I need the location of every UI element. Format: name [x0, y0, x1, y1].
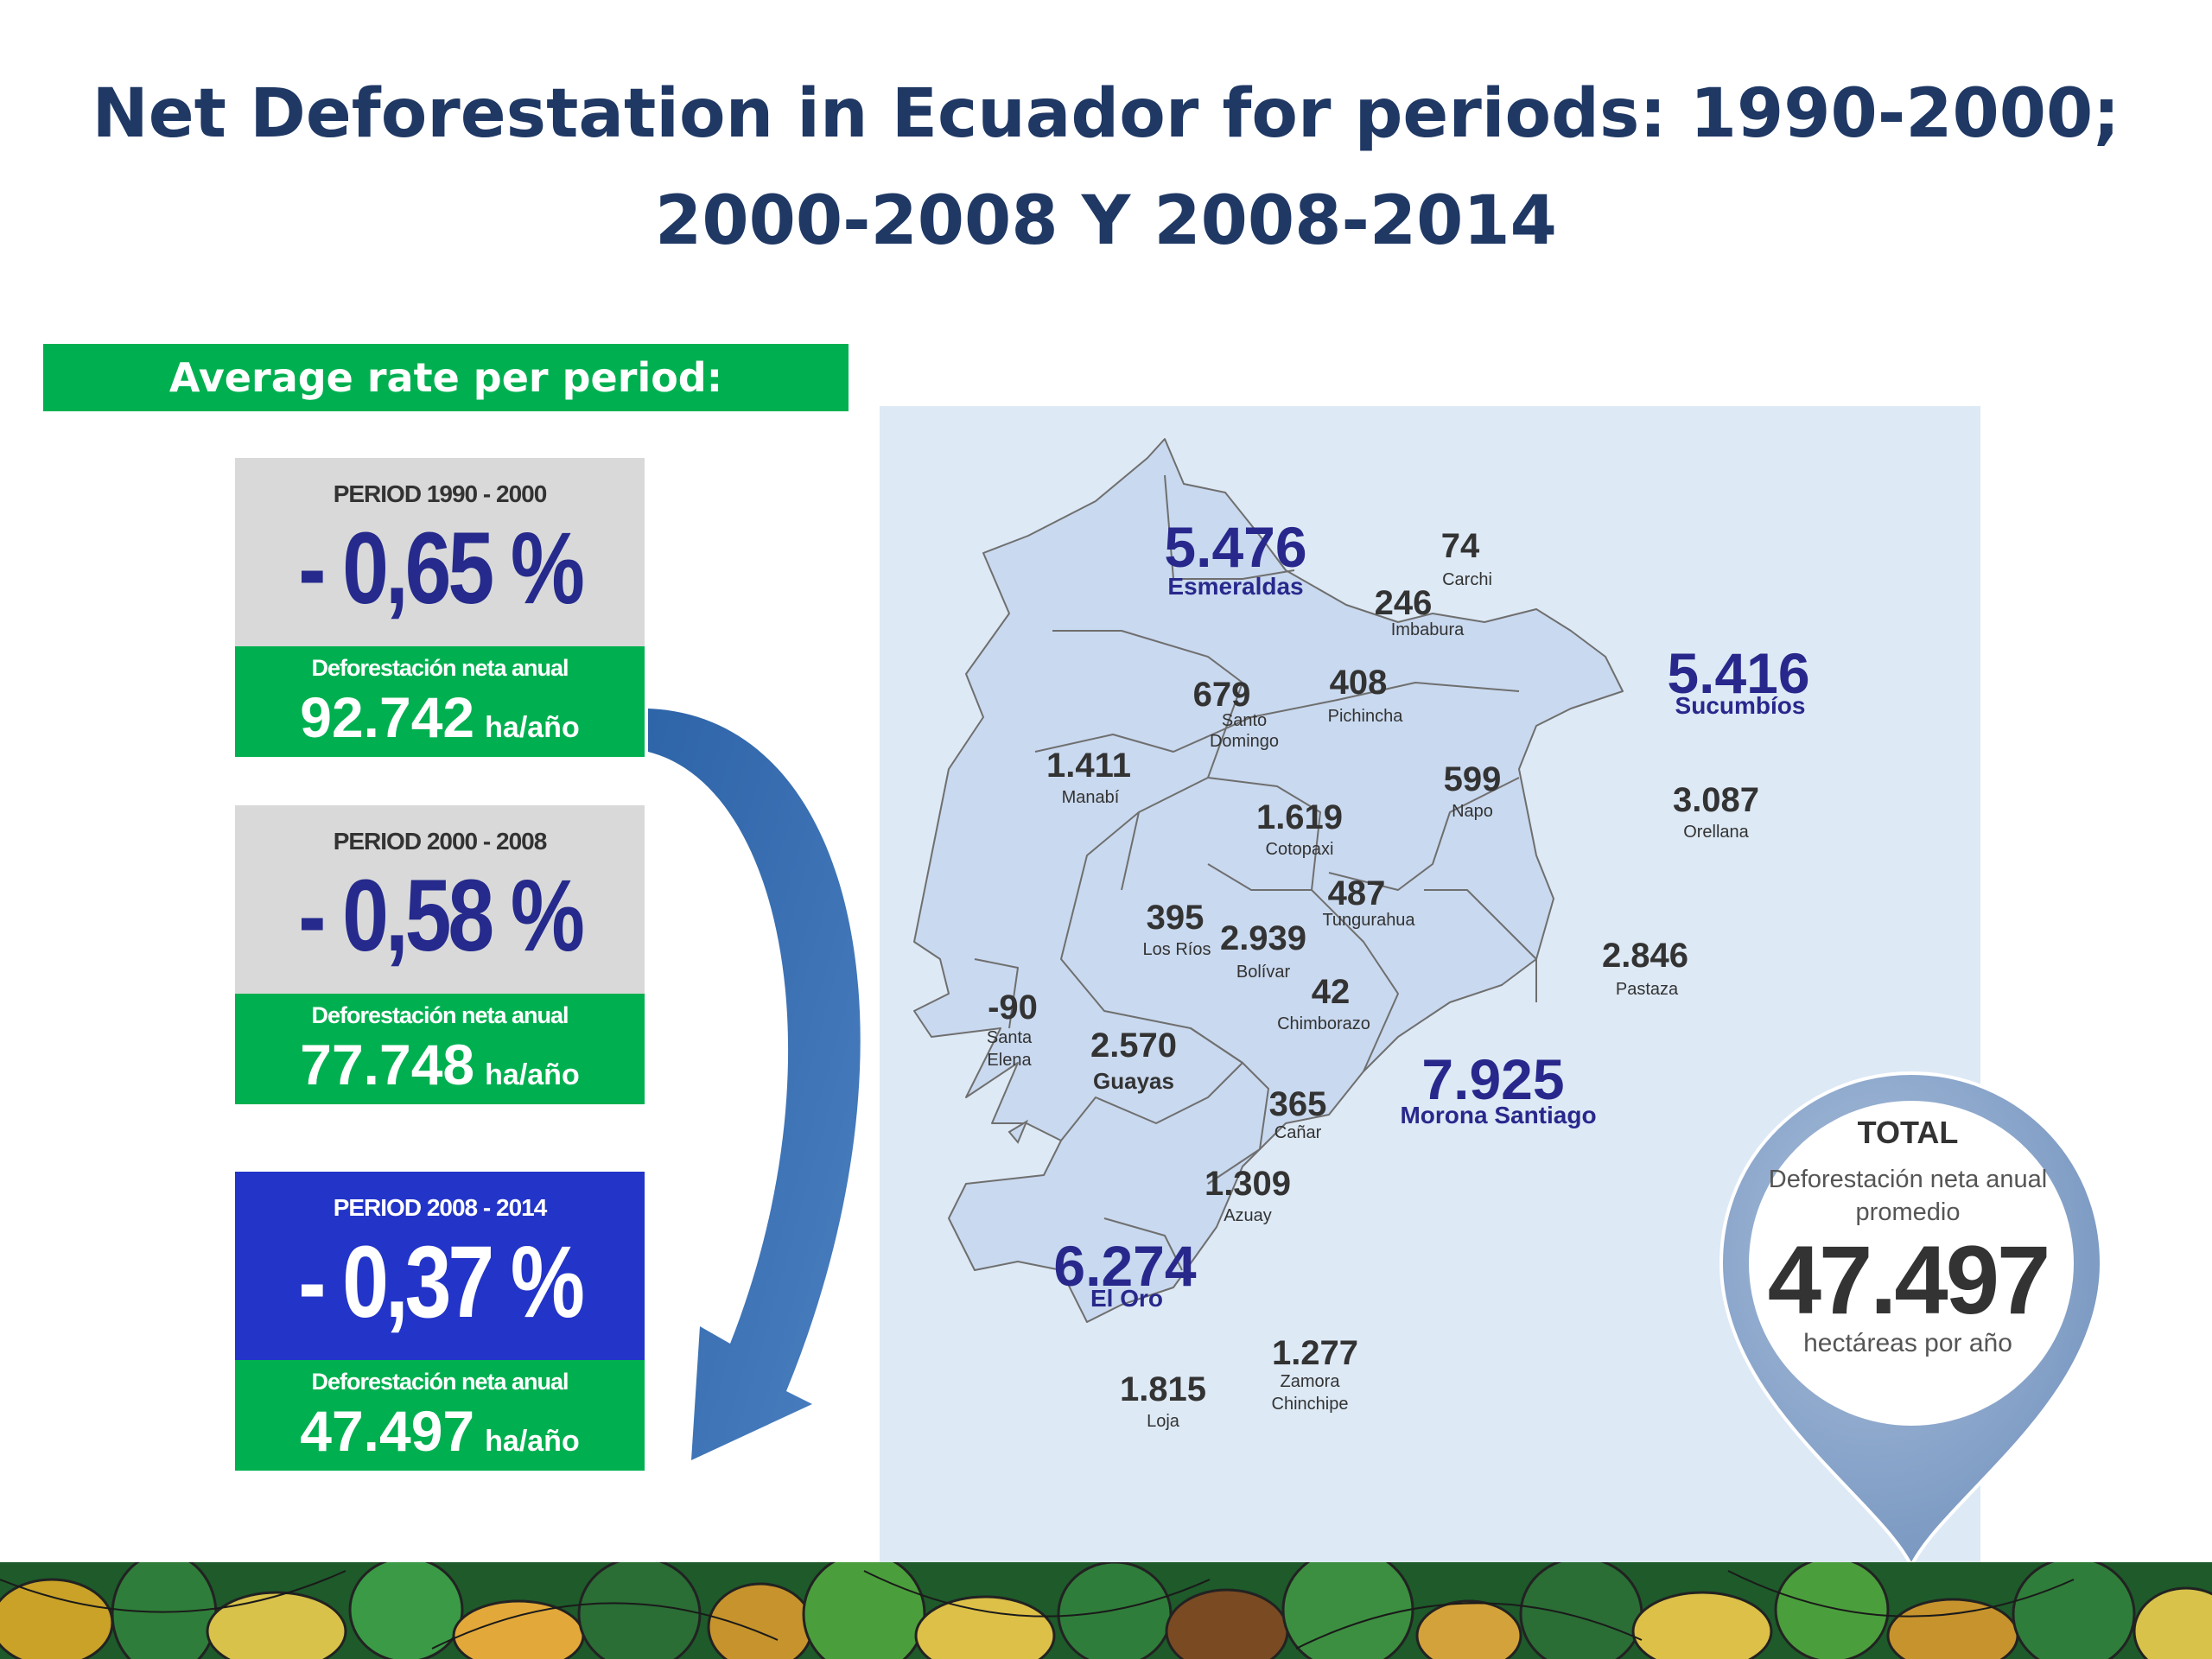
period-header: PERIOD 2008 - 2014 - 0,37 % — [235, 1172, 645, 1360]
period-caption: Deforestación neta anual — [311, 1002, 569, 1028]
province-name-manabi: Manabí — [1061, 788, 1120, 807]
province-value-guayas: 2.570 — [1090, 1027, 1178, 1065]
page-title-line-1: Net Deforestation in Ecuador for periods… — [92, 75, 2120, 153]
province-name-napo: Napo — [1452, 802, 1493, 821]
province-value-carchi: 74 — [1440, 527, 1480, 565]
province-value-manabi: 1.411 — [1046, 747, 1131, 785]
period-value: 77.748 — [300, 1033, 475, 1096]
period-caption: Deforestación neta anual — [311, 655, 569, 681]
province-name-imbabura: Imbabura — [1390, 620, 1465, 639]
pin-inner-circle — [1749, 1101, 2074, 1426]
period-rate: - 0,37 % — [298, 1225, 585, 1339]
period-deforestation: Deforestación neta anual 92.742 ha/año — [235, 646, 645, 757]
border-line — [1328, 777, 1520, 891]
page-title-line-2: 2000-2008 Y 2008-2014 — [655, 182, 1557, 260]
province-name-zamora-chinchipe: Zamora Chinchipe — [1271, 1372, 1349, 1414]
border-line — [1103, 1217, 1183, 1271]
province-value-morona-santiago: 7.925 — [1421, 1047, 1565, 1111]
border-line — [1190, 1027, 1269, 1185]
province-name-cotopaxi: Cotopaxi — [1265, 840, 1334, 859]
period-value-row: 92.742 ha/año — [235, 684, 645, 760]
province-value-cotopaxi: 1.619 — [1255, 798, 1344, 836]
period-rate: - 0,65 % — [298, 512, 585, 626]
province-value-sucumbios: 5.416 — [1667, 641, 1810, 705]
border-line — [1164, 474, 1295, 580]
period-header: PERIOD 1990 - 2000 - 0,65 % — [235, 458, 645, 646]
province-name-los-rios: Los Ríos — [1142, 940, 1211, 959]
province-value-chimborazo: 42 — [1311, 973, 1351, 1011]
period-value: 92.742 — [300, 685, 475, 749]
province-name-el-oro: El Oro — [1090, 1285, 1164, 1312]
period-card-2008-2014: PERIOD 2008 - 2014 - 0,37 % Deforestació… — [235, 1172, 645, 1471]
province-name-morona-santiago: Morona Santiago — [1400, 1102, 1597, 1128]
province-name-canar: Cañar — [1274, 1123, 1322, 1142]
period-card-1990-2000: PERIOD 1990 - 2000 - 0,65 % Deforestació… — [235, 458, 645, 757]
province-name-bolivar: Bolívar — [1236, 963, 1291, 982]
total-unit: hectáreas por año — [1803, 1329, 2012, 1357]
arrow-shape — [648, 709, 861, 1460]
province-value-los-rios: 395 — [1146, 899, 1205, 937]
province-name-santa-elena: Santa Elena — [986, 1028, 1033, 1070]
border-line — [974, 958, 1019, 1029]
province-name-guayas: Guayas — [1093, 1068, 1174, 1094]
island-shape — [1007, 1119, 1029, 1144]
average-rate-banner: Average rate per period: — [43, 344, 849, 411]
period-deforestation: Deforestación neta anual 47.497 ha/año — [235, 1360, 645, 1471]
ecuador-map — [913, 438, 1624, 1323]
ecuador-outline — [913, 438, 1624, 1323]
total-label: TOTAL — [1857, 1115, 1959, 1150]
province-value-pastaza: 2.846 — [1601, 937, 1689, 975]
province-value-orellana: 3.087 — [1672, 781, 1760, 819]
page-title: Net Deforestation in Ecuador for periods… — [0, 60, 2212, 275]
border-line — [1034, 682, 1520, 753]
province-name-santo-domingo: Santo Domingo — [1209, 711, 1280, 751]
province-name-orellana: Orellana — [1683, 823, 1749, 842]
period-label: PERIOD 2000 - 2008 — [333, 828, 548, 855]
province-value-santo-domingo: 679 — [1192, 676, 1251, 714]
province-name-carchi: Carchi — [1442, 570, 1492, 589]
province-value-bolivar: 2.939 — [1219, 919, 1307, 957]
total-caption: Deforestación neta anual promedio — [1768, 1166, 2048, 1226]
period-value: 47.497 — [300, 1399, 475, 1463]
province-value-loja: 1.815 — [1119, 1370, 1207, 1408]
province-value-santa-elena: -90 — [988, 988, 1038, 1027]
province-value-imbabura: 246 — [1374, 584, 1433, 622]
province-name-loja: Loja — [1147, 1412, 1179, 1431]
province-value-esmeraldas: 5.476 — [1164, 515, 1307, 579]
province-name-esmeraldas: Esmeraldas — [1167, 573, 1304, 600]
period-unit: ha/año — [485, 711, 580, 744]
curved-arrow-icon — [648, 709, 861, 1460]
border-line — [1311, 889, 1399, 1072]
period-header: PERIOD 2000 - 2008 - 0,58 % — [235, 805, 645, 994]
period-unit: ha/año — [485, 1425, 580, 1458]
jungle-border — [0, 1562, 2212, 1659]
province-value-azuay: 1.309 — [1204, 1165, 1292, 1203]
province-name-sucumbios: Sucumbíos — [1675, 692, 1806, 719]
period-label: PERIOD 2008 - 2014 — [333, 1194, 548, 1221]
period-caption: Deforestación neta anual — [311, 1369, 569, 1395]
province-name-azuay: Azuay — [1224, 1206, 1272, 1225]
period-value-row: 47.497 ha/año — [235, 1398, 645, 1474]
location-pin-icon — [1719, 1071, 2104, 1570]
total-value: 47.497 — [1767, 1226, 2051, 1334]
province-name-chimborazo: Chimborazo — [1277, 1014, 1370, 1033]
border-line — [1424, 889, 1537, 1002]
province-name-tungurahua: Tungurahua — [1322, 911, 1415, 930]
province-value-el-oro: 6.274 — [1053, 1234, 1197, 1298]
period-label: PERIOD 1990 - 2000 — [333, 480, 548, 507]
period-card-2000-2008: PERIOD 2000 - 2008 - 0,58 % Deforestació… — [235, 805, 645, 1104]
province-name-pichincha: Pichincha — [1327, 707, 1403, 726]
province-value-zamora-chinchipe: 1.277 — [1271, 1334, 1359, 1372]
province-value-canar: 365 — [1268, 1085, 1327, 1123]
period-value-row: 77.748 ha/año — [235, 1032, 645, 1108]
province-value-pichincha: 408 — [1329, 664, 1388, 702]
period-rate: - 0,58 % — [298, 859, 585, 973]
border-line — [1207, 777, 1321, 891]
province-name-pastaza: Pastaza — [1615, 980, 1679, 999]
period-unit: ha/año — [485, 1058, 580, 1091]
province-value-napo: 599 — [1443, 760, 1502, 798]
period-deforestation: Deforestación neta anual 77.748 ha/año — [235, 994, 645, 1104]
province-value-tungurahua: 487 — [1327, 874, 1386, 912]
